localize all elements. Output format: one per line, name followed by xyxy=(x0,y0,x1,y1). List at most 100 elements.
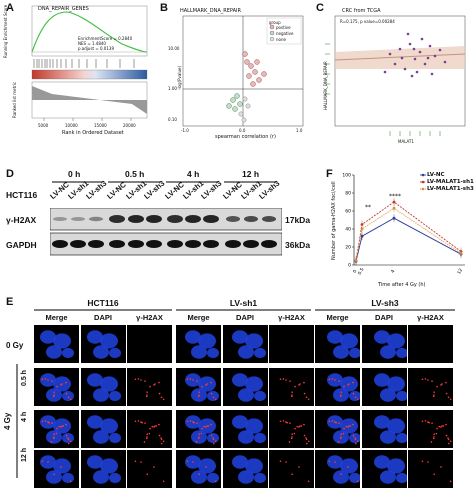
volcano-legend-positive: postive xyxy=(276,25,291,30)
volcano-xtick-11: 1.0 xyxy=(296,128,303,133)
group-hct116: HCT116 xyxy=(87,298,119,308)
legend-sh3: LV-MALAT1-sh3 xyxy=(427,186,474,192)
scatter-ylabel: HALLMARK_DNA_REPAIR xyxy=(323,61,328,110)
scatter-title: CRC from TCGA xyxy=(342,8,381,14)
micrograph-merge xyxy=(315,410,360,448)
volcano-xtick-6: 0.0 xyxy=(239,128,246,133)
micrograph-dapi xyxy=(361,368,407,406)
micrograph-merge xyxy=(315,368,360,406)
micrograph-merge xyxy=(315,450,360,488)
micrograph-dapi xyxy=(222,450,268,488)
y-tick-label: 100 xyxy=(342,173,351,179)
legend-marker xyxy=(421,180,425,184)
micrograph-dapi xyxy=(222,368,268,406)
blot-row-label-h2ax: γ-H2AX xyxy=(6,215,37,225)
sig-star-2: **** xyxy=(389,193,401,200)
gsea-xtick-1: 5000 xyxy=(38,123,49,128)
time-12h: 12 h xyxy=(242,169,260,179)
micrograph-h2ax xyxy=(408,410,453,448)
channel-label-h2ax: γ-H2AX xyxy=(136,313,163,322)
dose-label: 4 Gy xyxy=(3,412,12,430)
data-point xyxy=(354,259,358,262)
data-point xyxy=(392,200,396,204)
micrograph-h2ax xyxy=(127,410,172,448)
series-line xyxy=(355,201,462,261)
channel-label-dapi: DAPI xyxy=(236,313,254,322)
lane-labels: LV-NC LV-sh1 LV-sh3 LV-NC LV-sh1 LV-sh3 … xyxy=(48,179,281,210)
micrograph-merge xyxy=(34,368,79,406)
data-point xyxy=(459,251,463,255)
volcano-ytick-3: 0.10 xyxy=(168,117,177,122)
time-brackets xyxy=(52,181,276,183)
volcano-ytick-2: 1.00 xyxy=(168,86,177,91)
channel-label-dapi: DAPI xyxy=(94,313,112,322)
channel-label-h2ax: γ-H2AX xyxy=(417,313,444,322)
gsea-xtick-4: 20000 xyxy=(123,123,136,128)
series-line xyxy=(355,207,462,261)
group-sh1: LV-sh1 xyxy=(229,298,258,308)
micrograph-merge xyxy=(34,410,79,448)
micrograph-merge xyxy=(315,325,360,363)
gsea-ylabel-top: Running Enrichment Score xyxy=(3,4,8,58)
volcano-ylabel: -log(Pvalue) xyxy=(177,66,182,90)
micrograph-dapi xyxy=(80,368,126,406)
micrograph-h2ax xyxy=(127,325,172,363)
channel-label-merge: Merge xyxy=(187,313,210,322)
channel-label-merge: Merge xyxy=(45,313,68,322)
legend-marker xyxy=(421,187,425,191)
time-4h: 4 h xyxy=(187,169,200,179)
legend-marker xyxy=(421,173,425,177)
micrograph-h2ax xyxy=(269,325,314,363)
panel-f-letter: F xyxy=(326,168,333,180)
linechart-xlabel: Time after 4 Gy (h) xyxy=(378,282,426,288)
gsea-xlabel: Rank in Ordered Dataset xyxy=(62,130,124,136)
western-blot xyxy=(50,208,282,256)
y-tick-label: 40 xyxy=(345,227,351,233)
data-point xyxy=(360,227,364,231)
gsea-stat-3: p.adjust = 0.0139 xyxy=(78,46,114,51)
panel-e-letter: E xyxy=(6,296,14,308)
gsea-title: DNA_REPAIR_GENES xyxy=(38,6,89,12)
micrograph-dapi xyxy=(361,410,407,448)
panel-a-letter: A xyxy=(6,2,14,14)
panel-c-letter: C xyxy=(316,2,324,14)
legend-sh1: LV-MALAT1-sh1 xyxy=(427,179,474,185)
gsea-plot xyxy=(31,5,148,121)
scatter-xlabel: MALAT1 xyxy=(398,139,414,144)
micrograph-dapi xyxy=(222,325,268,363)
micrograph-dapi xyxy=(361,325,407,363)
dose-bracket xyxy=(16,364,18,478)
volcano-legend-none: none xyxy=(276,37,286,42)
volcano-title: HALLMARK_DNA_REPAIR xyxy=(180,8,241,14)
group-sh3: LV-sh3 xyxy=(371,298,399,308)
x-tick-label: 4 xyxy=(390,269,397,275)
channel-label-merge: Merge xyxy=(326,313,349,322)
data-point xyxy=(392,216,396,220)
blot-row-label-gapdh: GAPDH xyxy=(6,240,37,250)
row-4h: 4 h xyxy=(21,411,28,422)
volcano-plot xyxy=(182,15,304,127)
micrograph-h2ax xyxy=(269,450,314,488)
channel-label-h2ax: γ-H2AX xyxy=(278,313,305,322)
panel-b-letter: B xyxy=(160,2,168,14)
micrograph-merge xyxy=(34,325,79,363)
panel-d-letter: D xyxy=(6,168,14,180)
row-12h: 12 h xyxy=(21,447,28,462)
series-line xyxy=(355,217,462,262)
micrograph-h2ax xyxy=(127,368,172,406)
gsea-stat-2: NES = 1.4840 xyxy=(78,41,106,46)
row-05h: 0.5 h xyxy=(21,370,28,386)
micrograph-dapi xyxy=(80,450,126,488)
data-point xyxy=(360,223,364,226)
x-tick-label: 0 xyxy=(352,269,359,275)
cell-line-label: HCT116 xyxy=(6,190,38,200)
x-tick-label: 0.5 xyxy=(357,267,366,276)
group-underlines xyxy=(34,309,455,311)
channel-label-dapi: DAPI xyxy=(375,313,393,322)
micrograph-dapi xyxy=(80,410,126,448)
volcano-legend-title: group xyxy=(269,20,281,25)
linechart-ylabel: Number of gama-H2AX foci/cell xyxy=(331,181,337,260)
micrograph-merge xyxy=(176,325,221,363)
data-point xyxy=(392,206,396,210)
